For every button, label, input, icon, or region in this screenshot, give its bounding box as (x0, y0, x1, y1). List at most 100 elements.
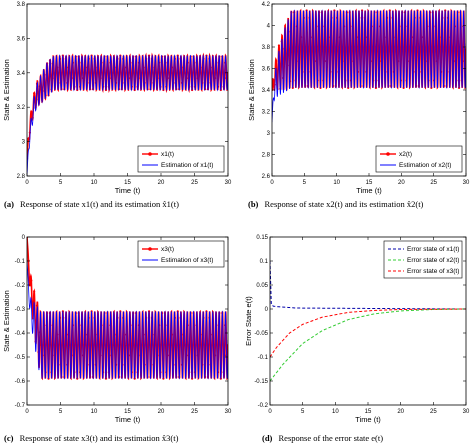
y-tick-label: 3 (22, 140, 26, 146)
y-tick-label: 4.2 (262, 2, 271, 8)
x-tick-label: 25 (191, 180, 198, 186)
y-tick-label: 0 (22, 235, 26, 241)
x-tick-label: 0 (270, 180, 274, 186)
legend: x2(t) Estimation of x2(t) (375, 145, 463, 173)
x-axis-label: Time (t) (115, 186, 141, 195)
x-tick-label: 10 (333, 180, 340, 186)
plot-area (27, 237, 228, 381)
x-tick-label: 25 (430, 409, 437, 415)
y-tick-label: -0.2 (15, 283, 26, 289)
x-axis-label: Time (t) (115, 415, 141, 424)
x-axis-label: Time (t) (356, 186, 382, 195)
caption-c: (c) Response of state x3(t) and its esti… (4, 433, 179, 443)
panel-d: 0 5 10 15 20 25 30 -0.2 -0.15 -0.1 -0.05 0 0.05 0.1 0.… (244, 235, 470, 424)
y-tick-label: -0.4 (15, 331, 26, 337)
legend-box (375, 145, 463, 173)
legend-box (137, 145, 225, 173)
series-marker (277, 44, 281, 47)
y-tick-label: 2.8 (262, 153, 271, 159)
caption-d: (d) Response of the error state e(t) (262, 433, 383, 443)
x-tick-label: 0 (25, 409, 29, 415)
x-axis-label: Time (t) (355, 415, 381, 424)
x-tick-label: 0 (25, 180, 29, 186)
legend-marker (148, 247, 152, 251)
y-tick-label: -0.1 (15, 259, 26, 265)
y-tick-label: 3.4 (262, 88, 271, 94)
series-marker (272, 78, 275, 82)
legend: x3(t) Estimation of x3(t) (137, 240, 225, 268)
series-marker (30, 110, 33, 113)
y-tick-label: 4 (267, 24, 271, 30)
legend-label: x3(t) (161, 246, 174, 253)
y-tick-label: 3.2 (17, 105, 26, 111)
x-tick-label: 5 (59, 180, 63, 186)
x-tick-label: 30 (225, 409, 232, 415)
x-tick-label: 20 (158, 180, 165, 186)
x-tick-label: 20 (158, 409, 165, 415)
x-tick-label: 15 (366, 180, 373, 186)
y-tick-label: -0.2 (258, 403, 269, 409)
series-line-2 (27, 54, 228, 176)
x-tick-label: 15 (124, 409, 131, 415)
x-tick-label: 10 (91, 409, 98, 415)
y-tick-label: 3.8 (17, 2, 26, 8)
y-tick-label: -0.7 (15, 403, 26, 409)
series-marker (35, 304, 39, 307)
series-marker (27, 137, 30, 140)
y-tick-label: 0 (265, 307, 269, 313)
legend: x1(t) Estimation of x1(t) (137, 145, 225, 173)
y-tick-label: 0.15 (256, 235, 268, 241)
x-tick-label: 20 (397, 409, 404, 415)
x-tick-label: 30 (225, 180, 232, 186)
panel-a: 0 5 10 15 20 25 30 2.8 3 3.2 3.4 3.6 3.8 Time (t) Stat… (2, 2, 232, 195)
y-tick-label: -0.1 (258, 355, 269, 361)
legend-label: Error state of x2(t) (407, 257, 459, 264)
legend-label: x1(t) (161, 151, 174, 158)
legend: Error state of x1(t) Error state of x2(t)… (383, 240, 463, 279)
panel-b: 0 5 10 15 20 25 30 2.6 2.8 3 3.2 3.4 3.6 3.8 4 4.2 Time … (247, 2, 470, 195)
legend-box (383, 240, 463, 279)
y-tick-label: -0.5 (15, 355, 26, 361)
caption-a: (a) Response of state x1(t) and its esti… (4, 199, 179, 209)
legend-box (137, 240, 225, 268)
series-line-2 (270, 308, 466, 382)
x-tick-label: 25 (191, 409, 198, 415)
x-tick-label: 5 (59, 409, 63, 415)
x-tick-label: 0 (268, 409, 272, 415)
y-tick-label: 3.4 (17, 71, 26, 77)
legend-label: Error state of x1(t) (407, 246, 459, 253)
caption-b: (b) Response of state x2(t) and its esti… (248, 199, 424, 209)
legend-label: x2(t) (399, 151, 412, 158)
legend-label: Error state of x3(t) (407, 268, 459, 275)
y-axis-label: State & Estimation (2, 290, 11, 352)
y-axis-label: State & Estimation (247, 59, 256, 121)
series-marker (33, 92, 36, 95)
y-tick-label: 2.6 (262, 174, 271, 180)
series-marker (27, 259, 30, 262)
x-tick-label: 5 (303, 180, 307, 186)
y-axis-label: State & Estimation (2, 59, 11, 121)
legend-marker (386, 152, 390, 156)
y-tick-label: 3 (267, 131, 271, 137)
legend-label: Estimation of x2(t) (399, 162, 451, 169)
x-tick-label: 20 (398, 180, 405, 186)
x-tick-label: 30 (463, 180, 470, 186)
series-marker (275, 59, 278, 63)
plot-area (27, 52, 228, 176)
legend-label: Estimation of x3(t) (161, 257, 213, 264)
series-marker (28, 284, 31, 287)
x-tick-label: 10 (332, 409, 339, 415)
plot-area (272, 8, 466, 123)
y-tick-label: 2.8 (17, 174, 26, 180)
series-line-2 (27, 260, 228, 380)
y-axis-label: Error State e(t) (244, 296, 253, 346)
x-tick-label: 30 (463, 409, 470, 415)
y-tick-label: 3.6 (262, 67, 271, 73)
series-marker (33, 290, 36, 293)
legend-marker (148, 152, 152, 156)
series-line-2 (272, 9, 466, 123)
y-tick-label: -0.05 (254, 331, 268, 337)
panel-c: 0 5 10 15 20 25 30 -0.7 -0.6 -0.5 -0.4 -0.3 -0.2 -0.1… (2, 235, 232, 424)
plot-area (270, 260, 466, 382)
